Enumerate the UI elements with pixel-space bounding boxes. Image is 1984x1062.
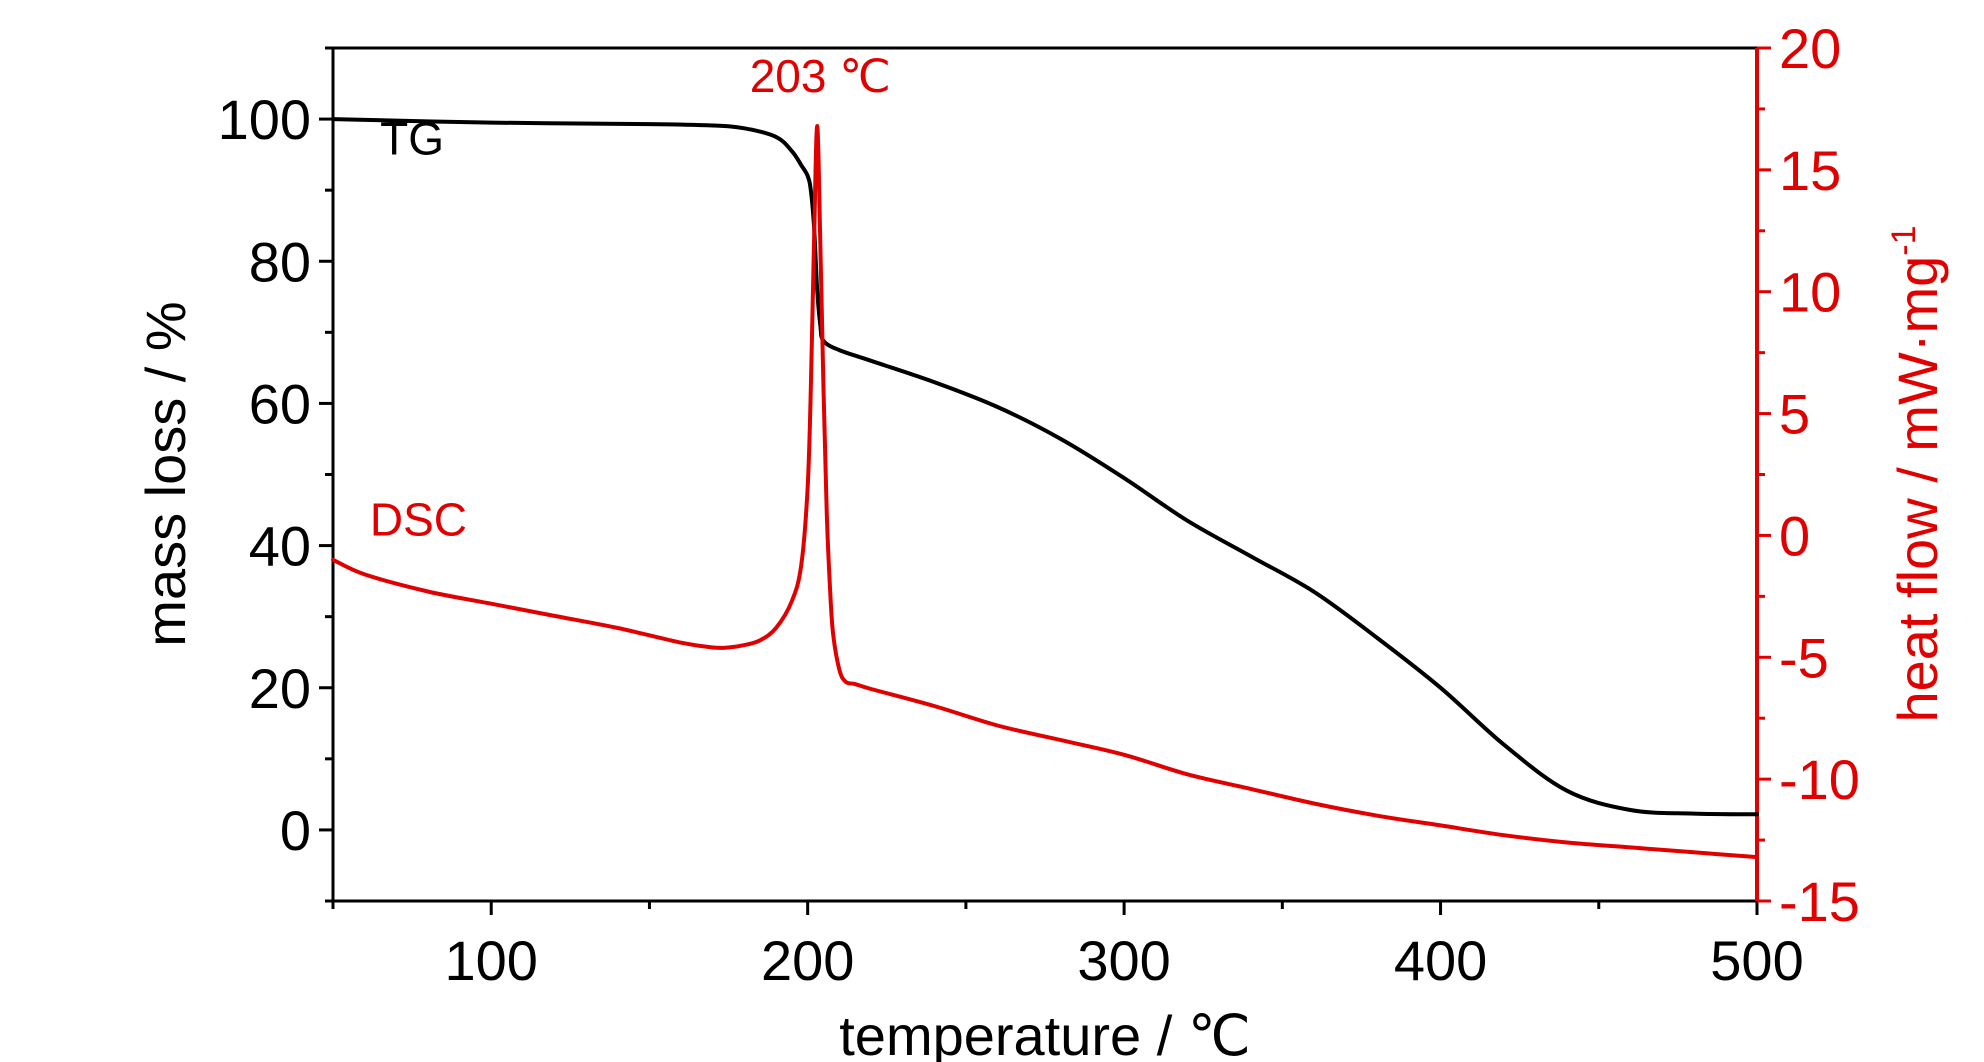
left-tick-label: 0 <box>280 799 311 862</box>
right-tick-label: -15 <box>1779 870 1860 933</box>
series-line-dsc <box>331 124 1759 860</box>
annotation-label: TG <box>380 113 444 165</box>
right-tick-label: 15 <box>1779 139 1841 202</box>
right-axis-title-exponent: -1 <box>1885 226 1923 256</box>
x-tick-label: 100 <box>445 929 538 992</box>
left-tick-label: 100 <box>218 88 311 151</box>
right-tick-label: -5 <box>1779 626 1829 689</box>
right-axis-title: heat flow / mW·mg-1 <box>1885 226 1949 723</box>
x-tick-label: 300 <box>1077 929 1170 992</box>
annotation-group: TG DSC 203 ℃ <box>370 50 891 546</box>
right-tick-label: 10 <box>1779 261 1841 324</box>
left-axis-title: mass loss / % <box>134 301 197 646</box>
right-axis-title-main: heat flow / mW·mg <box>1886 256 1949 723</box>
x-tick-label: 400 <box>1394 929 1487 992</box>
left-tick-label: 60 <box>249 372 311 435</box>
series-line-tg <box>331 117 1759 817</box>
right-tick-label: -10 <box>1779 748 1860 811</box>
plot-frame <box>331 46 1759 903</box>
x-axis-ticks: 100 200 300 400 500 <box>331 901 1804 992</box>
right-tick-label: 0 <box>1779 504 1810 567</box>
left-tick-label: 80 <box>249 230 311 293</box>
right-axis-ticks: -15 -10 -5 0 5 10 15 20 <box>1757 17 1860 933</box>
left-tick-label: 40 <box>249 515 311 578</box>
left-tick-label: 20 <box>249 657 311 720</box>
x-axis-title: temperature / ℃ <box>839 1004 1251 1062</box>
right-tick-label: 5 <box>1779 383 1810 446</box>
left-axis-ticks: 0 20 40 60 80 100 <box>218 46 333 903</box>
x-tick-label: 500 <box>1710 929 1803 992</box>
series-group <box>331 117 1759 860</box>
annotation-label: DSC <box>370 493 467 545</box>
right-tick-label: 20 <box>1779 17 1841 80</box>
annotation-label: 203 ℃ <box>750 50 891 102</box>
x-tick-label: 200 <box>761 929 854 992</box>
